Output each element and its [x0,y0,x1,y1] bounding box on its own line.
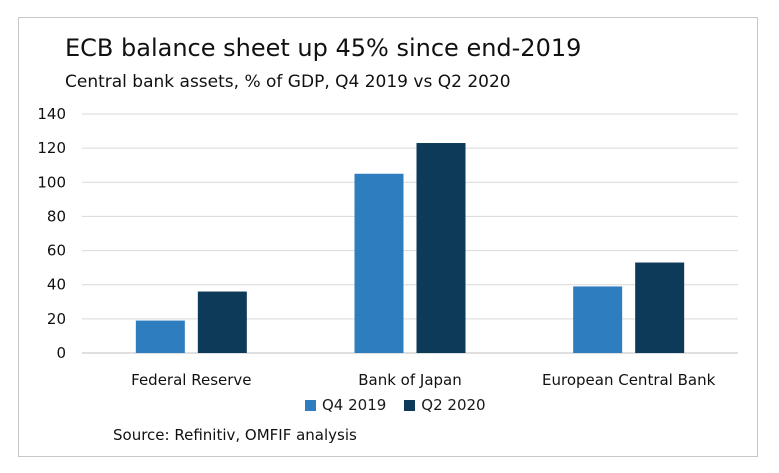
y-axis-ticks: 0 20 40 60 80 100 120 140 [37,105,66,362]
legend-item-q4-2019: Q4 2019 [305,396,386,414]
bar-q2-2020-federal-reserve [197,291,247,353]
y-tick-label: 100 [37,173,66,191]
chart-title: ECB balance sheet up 45% since end-2019 [65,34,582,62]
bar-q4-2019-european-central-bank [573,286,623,353]
y-tick-label: 80 [47,207,66,225]
bar-q2-2020-bank-of-japan [416,143,466,353]
source-note: Source: Refinitiv, OMFIF analysis [113,426,357,444]
y-tick-label: 40 [47,276,66,294]
legend-item-q2-2020: Q2 2020 [404,396,486,414]
x-category-label: Bank of Japan [358,371,462,389]
y-tick-label: 20 [47,310,66,328]
bar-q2-2020-european-central-bank [635,262,685,353]
x-axis-labels: Federal Reserve Bank of Japan European Cen… [131,371,715,389]
bars [135,143,685,353]
legend-label-q4-2019: Q4 2019 [322,396,387,414]
bar-q4-2019-bank-of-japan [354,173,404,353]
legend-label-q2-2020: Q2 2020 [421,396,486,414]
y-tick-label: 0 [56,344,66,362]
gridlines [82,113,738,354]
legend: Q4 2019 Q2 2020 [305,396,486,414]
chart-subtitle: Central bank assets, % of GDP, Q4 2019 v… [65,72,511,92]
legend-swatch-q2-2020 [404,399,416,411]
y-tick-label: 140 [37,105,66,123]
legend-swatch-q4-2019 [305,399,316,411]
y-tick-label: 120 [37,139,66,157]
x-category-label: Federal Reserve [131,371,251,389]
x-category-label: European Central Bank [542,371,716,389]
bar-q4-2019-federal-reserve [135,320,185,353]
y-tick-label: 60 [47,242,66,260]
